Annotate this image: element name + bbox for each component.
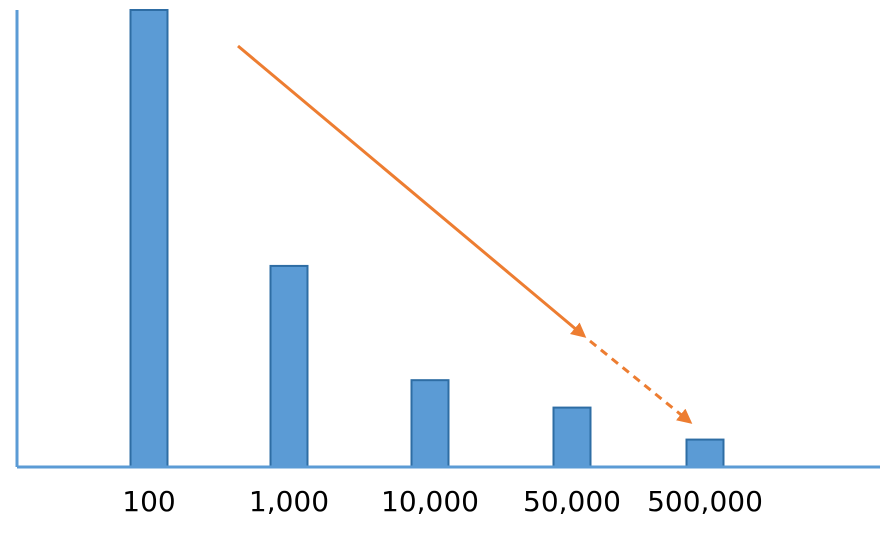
trend-annotations (237, 44, 693, 424)
x-tick-label-5: 500,000 (647, 485, 763, 518)
trend-arrow-dashed (589, 339, 693, 424)
x-tick-labels: 100 1,000 10,000 50,000 500,000 (122, 485, 763, 518)
bar-2 (269, 264, 309, 469)
bar-4 (552, 406, 592, 468)
x-tick-label-1: 100 (122, 485, 175, 518)
x-tick-label-2: 1,000 (249, 485, 329, 518)
bar-5 (685, 438, 725, 468)
x-tick-label-4: 50,000 (523, 485, 621, 518)
trend-arrow-solid (237, 44, 587, 338)
bar-3 (410, 379, 450, 469)
bar-1 (129, 9, 169, 468)
x-tick-label-3: 10,000 (381, 485, 479, 518)
bars-group (129, 9, 725, 469)
